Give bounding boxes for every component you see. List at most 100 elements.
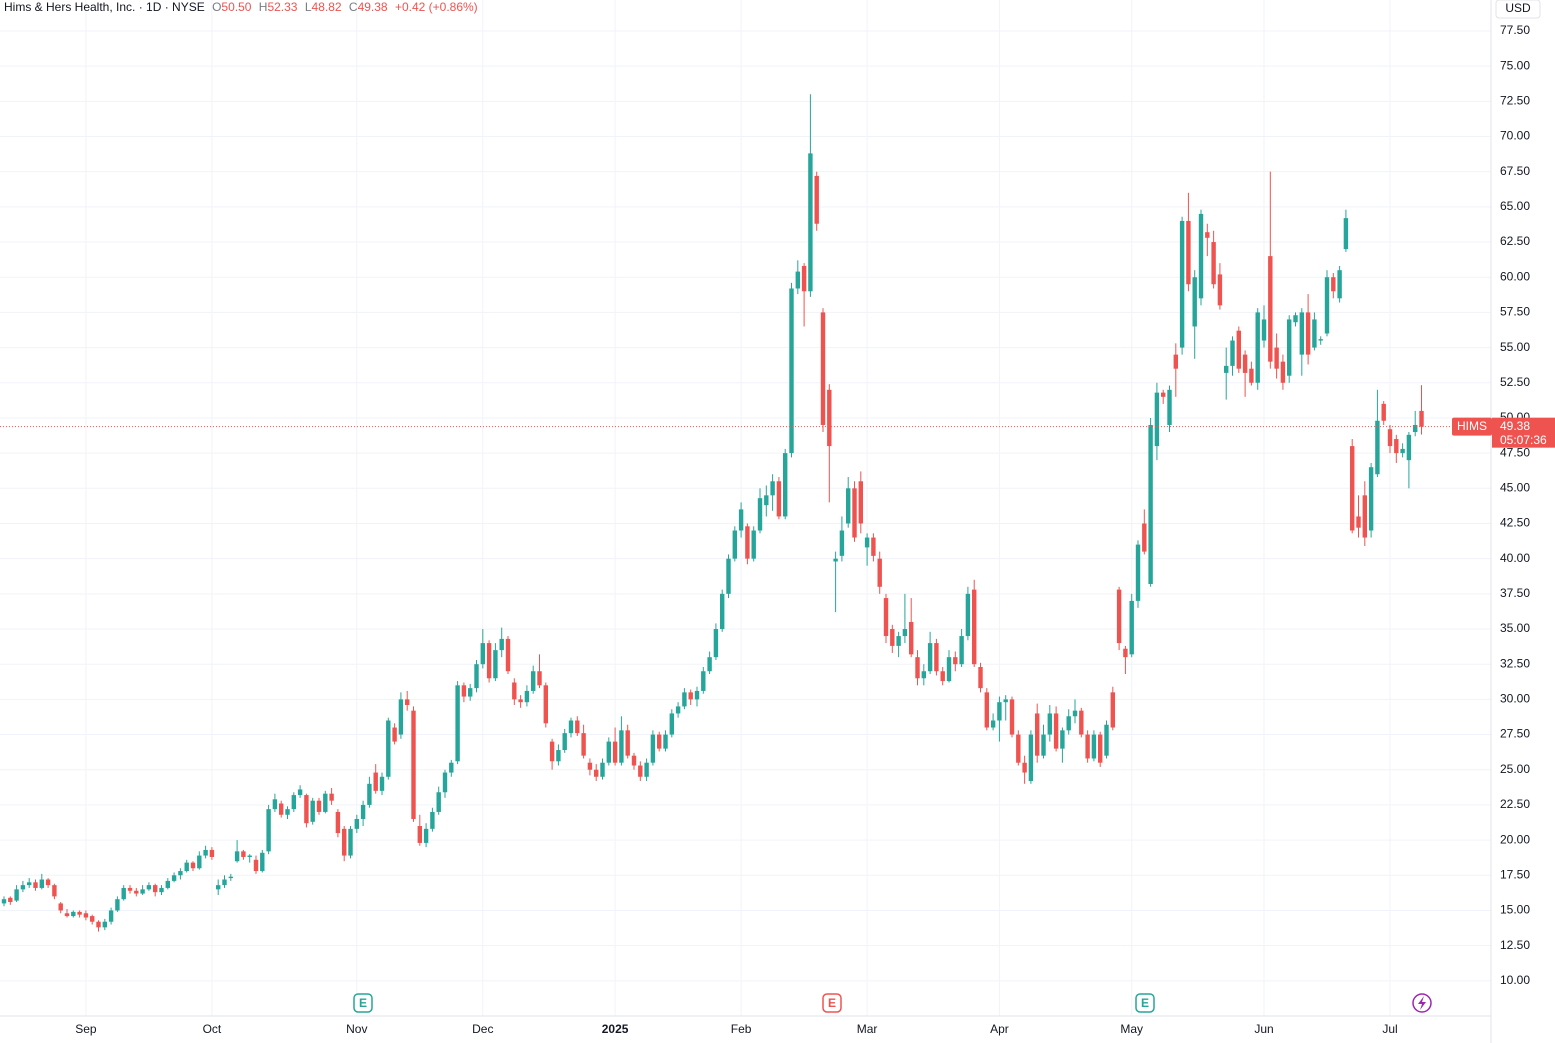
candle-body xyxy=(839,530,845,556)
candle-body xyxy=(984,692,990,728)
candle-body xyxy=(877,558,882,587)
candle-body xyxy=(688,692,693,700)
candle-body xyxy=(1331,277,1336,292)
candle-body xyxy=(171,875,177,881)
y-tick-label: 47.50 xyxy=(1500,445,1530,459)
candle-body xyxy=(1249,368,1254,383)
candle-body xyxy=(373,772,378,791)
price-box xyxy=(1492,417,1555,448)
candle-body xyxy=(115,899,120,911)
candle-body xyxy=(675,706,681,714)
candle-body xyxy=(398,699,404,735)
candle-body xyxy=(304,795,309,824)
candle-body xyxy=(663,734,668,749)
candle-body xyxy=(1419,410,1424,427)
candle-body xyxy=(316,800,322,812)
earnings-icon[interactable] xyxy=(353,993,373,1013)
time-axis: Sep Oct Nov Dec 2025 Feb Mar Apr May Jun Jul xyxy=(75,1022,1397,1036)
candle-body xyxy=(606,741,612,763)
change: +0.42 (+0.86%) xyxy=(395,0,478,14)
candle-body xyxy=(1337,270,1342,299)
candle-body xyxy=(934,643,939,672)
candle-body xyxy=(20,885,26,890)
candle-body xyxy=(486,643,492,679)
candle-body xyxy=(197,855,202,869)
y-tick-label: 22.50 xyxy=(1500,797,1530,811)
candle-body xyxy=(890,629,895,646)
candle-body xyxy=(1167,389,1172,425)
candle-body xyxy=(39,879,45,888)
candle-body xyxy=(650,734,656,763)
candle-body xyxy=(909,621,914,655)
candle-body xyxy=(165,880,171,888)
candle-body xyxy=(354,818,360,829)
candle-body xyxy=(1318,339,1323,341)
x-tick-label: Mar xyxy=(857,1022,878,1036)
earnings-marker[interactable]: E xyxy=(1135,993,1155,1013)
candle-body xyxy=(1110,692,1116,728)
candle-body xyxy=(852,488,857,538)
h-value: 52.33 xyxy=(267,0,297,14)
x-tick-label: Sep xyxy=(75,1022,97,1036)
candle-body xyxy=(1312,319,1317,348)
candle-body xyxy=(1280,361,1286,383)
candle-body xyxy=(682,692,687,707)
candle-body xyxy=(329,793,334,801)
candle-body xyxy=(71,911,76,917)
candle-body xyxy=(927,643,933,672)
flash-icon[interactable] xyxy=(1418,996,1426,1010)
currency-box[interactable] xyxy=(1495,0,1541,19)
candle-body xyxy=(1324,277,1330,334)
candle-body xyxy=(474,664,479,689)
candle-body xyxy=(77,911,82,915)
candle-body xyxy=(1413,424,1418,433)
candle-body xyxy=(1079,710,1084,735)
candle-body xyxy=(297,789,303,796)
candle-body xyxy=(234,851,240,862)
legend-header: Hims & Hers Health, Inc. · 1D · NYSE O50… xyxy=(4,0,478,14)
earnings-label[interactable]: E xyxy=(359,996,367,1010)
x-tick-label: Jun xyxy=(1254,1022,1273,1036)
y-tick-label: 70.00 xyxy=(1500,129,1530,143)
y-tick-label: 40.00 xyxy=(1500,551,1530,565)
y-tick-label: 62.50 xyxy=(1500,234,1530,248)
candle-body xyxy=(455,685,460,762)
earnings-label[interactable]: E xyxy=(828,996,836,1010)
x-tick-label: Jul xyxy=(1382,1022,1397,1036)
candle-body xyxy=(902,629,908,637)
candle-body xyxy=(1205,232,1210,238)
candle-body xyxy=(1242,354,1248,373)
candle-body xyxy=(512,682,517,700)
candle-body xyxy=(871,537,876,556)
earnings-marker[interactable]: E xyxy=(353,993,373,1013)
candle-body xyxy=(530,671,536,691)
candle-body xyxy=(1135,544,1141,601)
candle-body xyxy=(8,897,13,903)
candle-body xyxy=(1224,365,1229,373)
candle-body xyxy=(732,530,738,559)
dividend-marker[interactable] xyxy=(1412,993,1432,1013)
candle-body xyxy=(1173,354,1179,369)
candle-body xyxy=(833,558,838,562)
candle-body xyxy=(1148,424,1153,584)
candle-body xyxy=(1035,713,1040,756)
h-label: H xyxy=(259,0,268,14)
candle-body xyxy=(720,593,725,630)
x-tick-label: Apr xyxy=(990,1022,1009,1036)
candle-body xyxy=(14,889,19,901)
earnings-marker[interactable]: E xyxy=(822,993,842,1013)
currency[interactable]: USD xyxy=(1505,1,1531,15)
earnings-icon[interactable] xyxy=(1135,993,1155,1013)
candle-body xyxy=(1091,734,1097,759)
earnings-icon[interactable] xyxy=(822,993,842,1013)
candle-body xyxy=(990,720,996,728)
candle-body xyxy=(461,685,467,697)
candle-body xyxy=(827,389,832,447)
candle-body xyxy=(1375,420,1380,475)
candle-body xyxy=(1072,710,1078,717)
candle-body xyxy=(367,783,372,805)
candle-body xyxy=(940,671,945,682)
earnings-label[interactable]: E xyxy=(1141,996,1149,1010)
candle-body xyxy=(341,828,347,856)
candle-body xyxy=(1261,319,1267,341)
